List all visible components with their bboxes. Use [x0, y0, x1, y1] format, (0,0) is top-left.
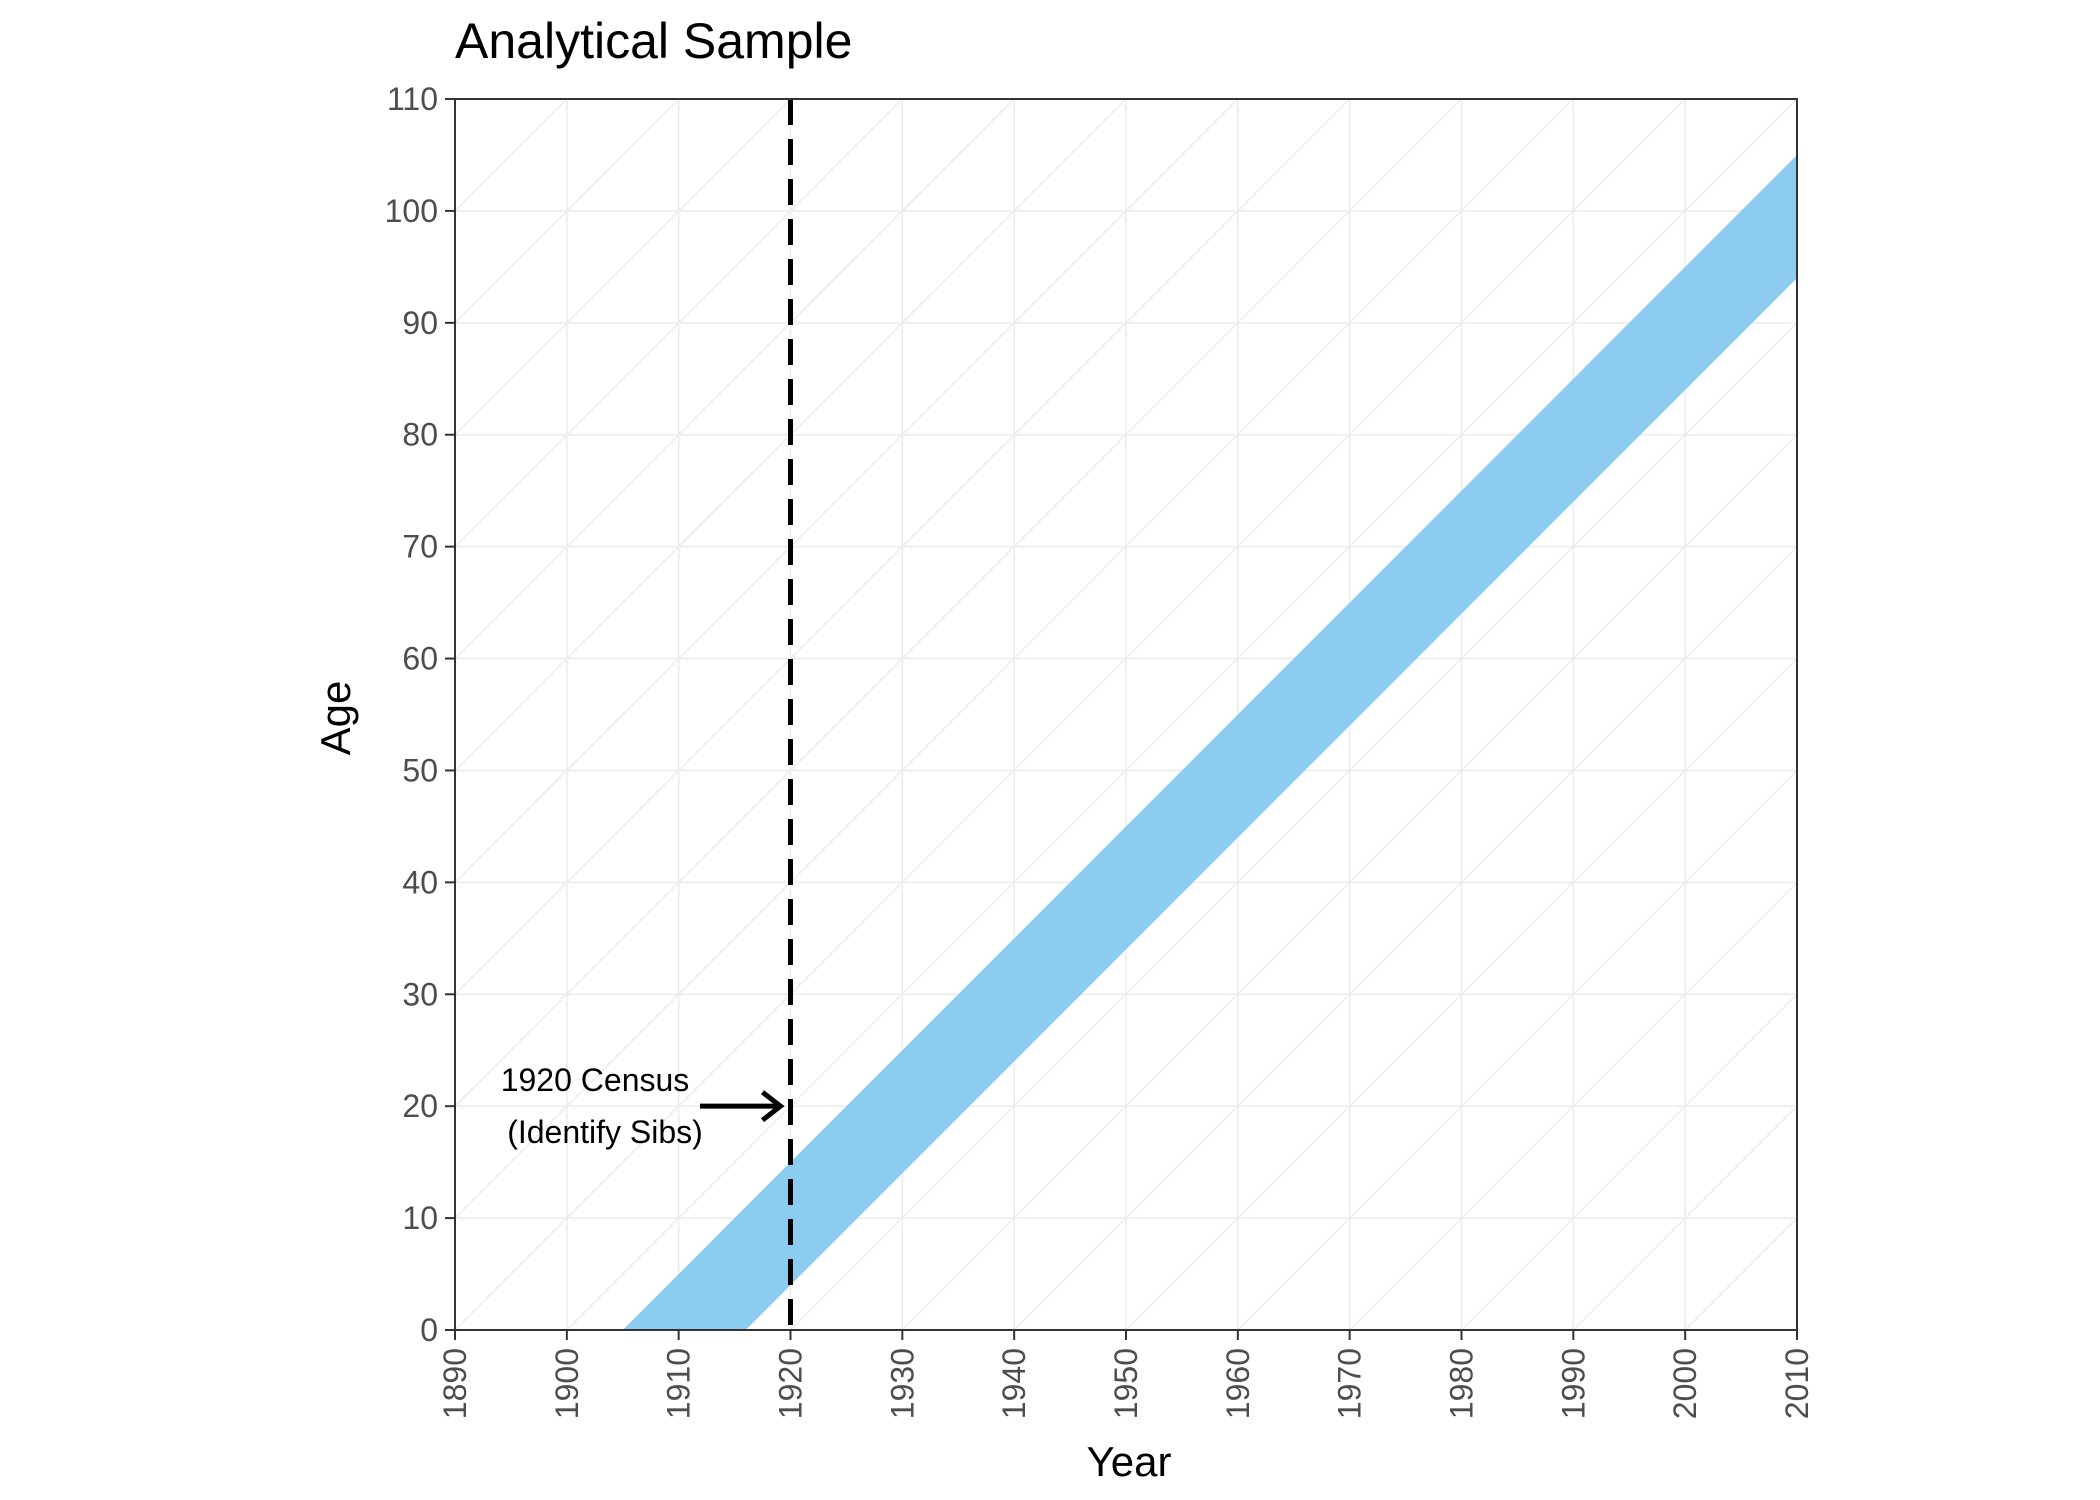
cohort-gridline [454, 98, 792, 436]
x-tick-label: 1960 [1220, 1348, 1256, 1419]
y-tick-label: 90 [402, 305, 438, 341]
x-axis: 1890 1900 1910 1920 1930 1940 1950 1960 1970 1980… [437, 1330, 1815, 1419]
y-tick-label: 30 [402, 976, 438, 1012]
y-tick-label: 0 [420, 1312, 438, 1348]
chart-title: Analytical Sample [455, 13, 852, 69]
y-tick-label: 50 [402, 752, 438, 788]
y-axis-label: Age [312, 681, 359, 756]
y-axis: 0 10 20 30 40 50 60 70 80 90 100 110 [385, 81, 455, 1348]
cohort-gridline [1237, 769, 1798, 1331]
cohort-gridline [1125, 658, 1798, 1331]
x-tick-label: 1910 [661, 1348, 697, 1419]
x-tick-label: 1990 [1555, 1348, 1591, 1419]
cohort-gridline [566, 98, 1798, 1331]
x-tick-label: 1950 [1108, 1348, 1144, 1419]
x-tick-label: 1940 [996, 1348, 1032, 1419]
cohort-gridline [1460, 993, 1798, 1331]
cohort-gridline [1013, 546, 1798, 1331]
cohort-gridline [454, 98, 1463, 1107]
cohort-gridline [454, 98, 1574, 1219]
y-tick-label: 10 [402, 1200, 438, 1236]
cohort-gridline [1572, 1105, 1798, 1331]
x-tick-label: 1970 [1332, 1348, 1368, 1419]
x-tick-label: 2010 [1779, 1348, 1815, 1419]
cohort-band [622, 154, 1797, 1330]
y-tick-label: 80 [402, 417, 438, 453]
y-tick-label: 70 [402, 529, 438, 565]
cohort-gridline [1684, 1217, 1798, 1331]
y-tick-label: 110 [387, 81, 438, 117]
cohort-gridline [1349, 881, 1798, 1331]
cohort-gridline [454, 98, 903, 548]
cohort-gridline [901, 434, 1798, 1331]
cohort-gridline [454, 98, 1351, 995]
cohort-gridline [454, 98, 1686, 1331]
annotation-arrow-head [760, 1090, 785, 1123]
x-tick-label: 1930 [884, 1348, 920, 1419]
x-tick-label: 2000 [1667, 1348, 1703, 1419]
x-axis-label: Year [1087, 1438, 1172, 1485]
y-tick-label: 60 [402, 641, 438, 677]
cohort-gridline [789, 322, 1798, 1331]
cohort-gridline [454, 98, 680, 324]
cohort-gridline [454, 98, 568, 212]
cohort-gridline [454, 98, 1015, 660]
x-tick-label: 1890 [437, 1348, 473, 1419]
x-tick-label: 1920 [773, 1348, 809, 1419]
y-tick-label: 40 [402, 864, 438, 900]
annotation-line-2: (Identify Sibs) [507, 1114, 703, 1150]
y-tick-label: 20 [402, 1088, 438, 1124]
cohort-gridline [454, 98, 1239, 883]
y-tick-label: 100 [385, 193, 438, 229]
x-tick-label: 1980 [1444, 1348, 1480, 1419]
x-tick-label: 1900 [549, 1348, 585, 1419]
annotation-line-1: 1920 Census [501, 1062, 690, 1098]
